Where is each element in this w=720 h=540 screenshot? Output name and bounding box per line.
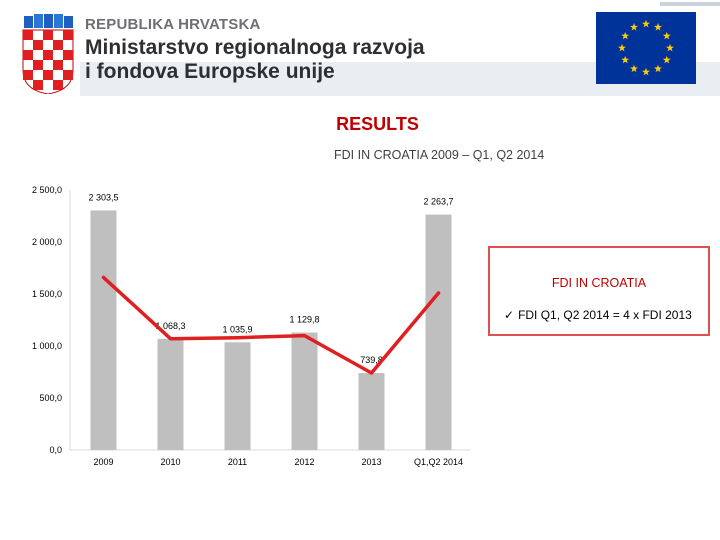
y-tick-label: 500,0 [39, 393, 62, 403]
data-label: 1 068,3 [155, 321, 185, 331]
eu-star-icon [662, 55, 671, 64]
eu-star-icon [630, 23, 638, 31]
eu-star-icon [618, 43, 626, 52]
x-tick-label: Q1,Q2 2014 [414, 457, 463, 467]
eu-star-icon [642, 67, 650, 76]
croatian-coat-of-arms-icon [22, 14, 74, 94]
x-tick-label: 2013 [361, 457, 381, 467]
bar [224, 342, 251, 450]
x-tick-label: 2012 [294, 457, 314, 467]
country-name: REPUBLIKA HRVATSKA [85, 16, 261, 33]
callout-title: FDI IN CROATIA [551, 276, 647, 290]
eu-star-icon [654, 64, 662, 73]
eu-star-icon [642, 19, 650, 28]
eu-star-icon [621, 31, 630, 40]
decorative-stripe [660, 2, 720, 6]
callout-box: FDI IN CROATIA ✓ FDI Q1, Q2 2014 = 4 x FD… [488, 246, 710, 336]
y-tick-label: 0,0 [49, 445, 62, 455]
eu-star-icon [630, 64, 638, 73]
data-label: 739,8 [360, 355, 383, 365]
x-tick-label: 2010 [160, 457, 180, 467]
trend-line [101, 275, 441, 375]
y-tick-label: 2 500,0 [32, 185, 62, 195]
callout-item: ✓ FDI Q1, Q2 2014 = 4 x FDI 2013 [504, 308, 692, 322]
data-label: 2 263,7 [423, 197, 453, 207]
eu-star-icon [662, 31, 671, 40]
ministry-name-line1: Ministarstvo regionalnoga razvoja [85, 36, 425, 59]
y-tick-label: 2 000,0 [32, 237, 62, 247]
bar [425, 214, 452, 450]
eu-star-icon [621, 55, 630, 64]
eu-flag-icon [596, 12, 696, 84]
x-tick-label: 2009 [93, 457, 113, 467]
eu-star-icon [666, 43, 674, 52]
y-tick-label: 1 500,0 [32, 289, 62, 299]
header: REPUBLIKA HRVATSKA Ministarstvo regional… [0, 0, 720, 96]
bar [157, 338, 184, 450]
eu-star-icon [654, 23, 662, 31]
ministry-name-line2: i fondova Europske unije [85, 60, 335, 83]
data-label: 2 303,5 [88, 192, 118, 202]
chart-title: FDI IN CROATIA 2009 – Q1, Q2 2014 [334, 148, 545, 162]
page-heading: RESULTS [336, 114, 419, 134]
y-tick-label: 1 000,0 [32, 341, 62, 351]
checkmark-icon: ✓ [504, 308, 515, 322]
data-label: 1 035,9 [222, 324, 252, 334]
bar [291, 332, 318, 450]
callout-item-text: FDI Q1, Q2 2014 = 4 x FDI 2013 [518, 308, 692, 322]
x-tick-label: 2011 [228, 457, 247, 467]
data-label: 1 129,8 [289, 315, 319, 325]
bar [358, 373, 385, 450]
bar [90, 210, 117, 450]
